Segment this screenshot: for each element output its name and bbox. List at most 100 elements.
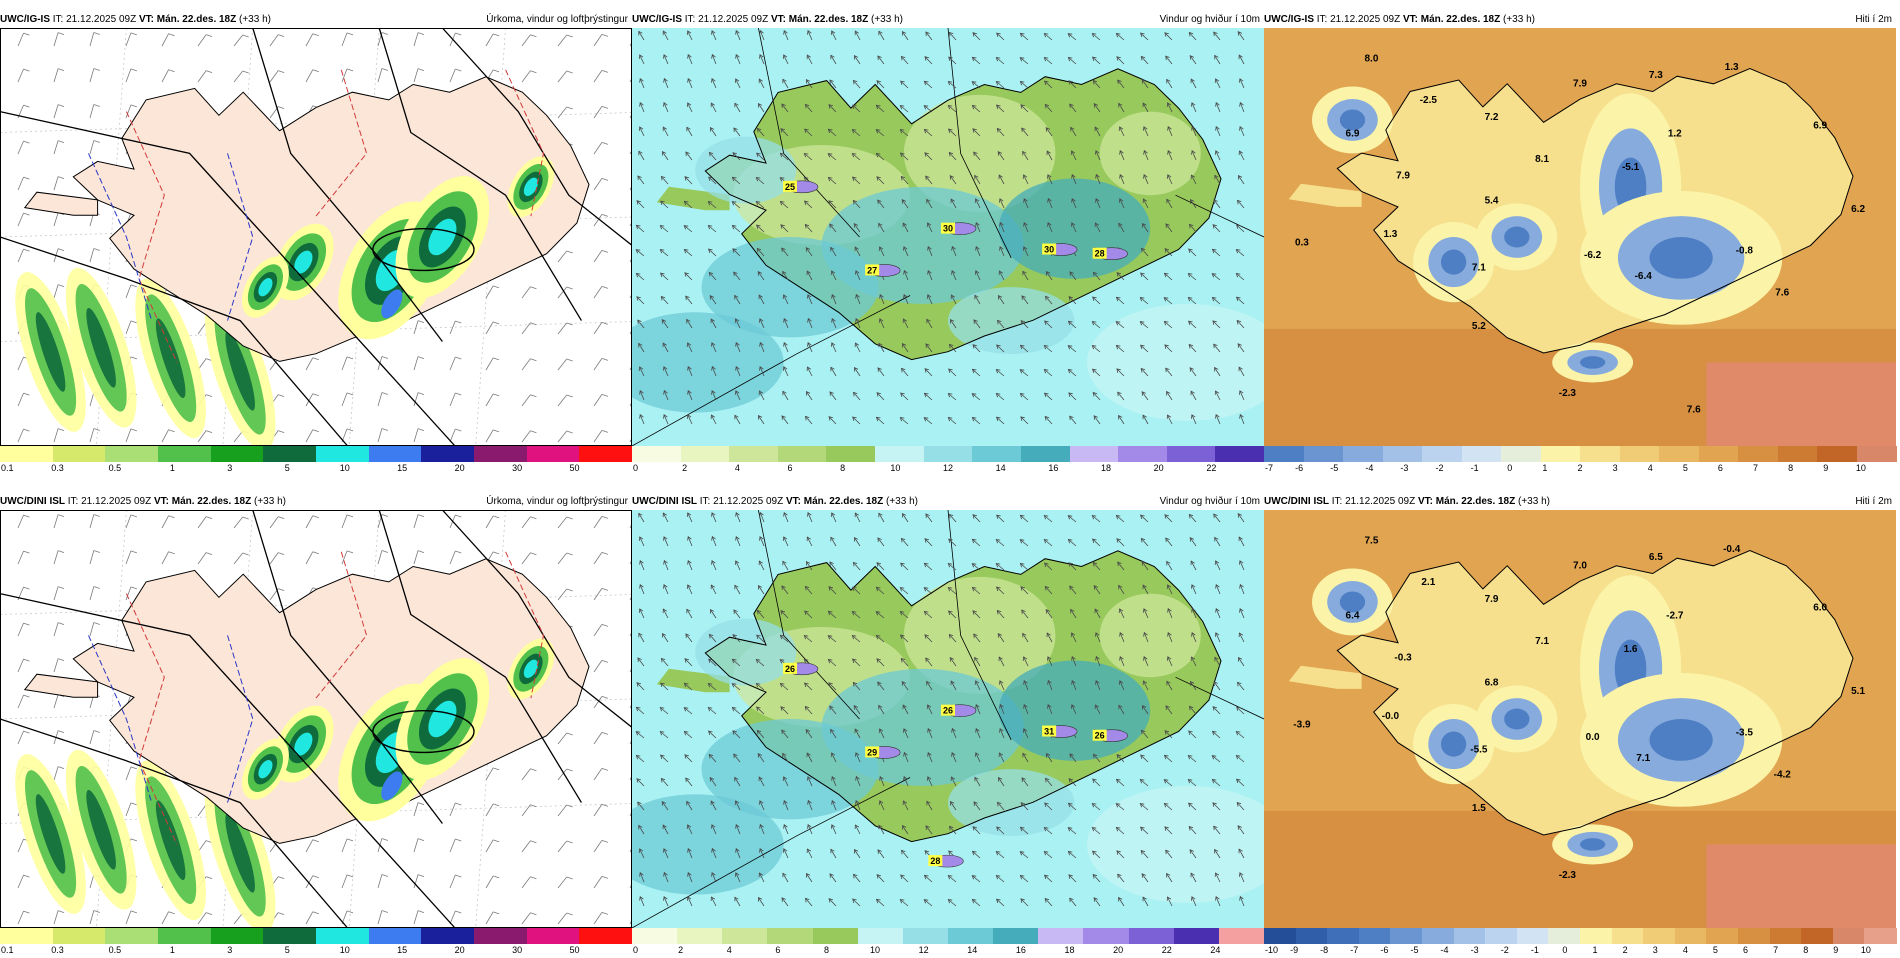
wind-arrow [638, 151, 645, 161]
wind-arrow-head [902, 704, 907, 710]
temperature-contour [227, 635, 254, 803]
wind-arrow-head [783, 341, 788, 347]
wind-arrow-head [1020, 586, 1025, 591]
color-scale-label: 10 [339, 463, 350, 473]
wind-arrow [805, 224, 813, 233]
wind-arrow [972, 344, 981, 353]
wind-arrow-head [684, 176, 690, 181]
wind-arrow [829, 561, 837, 571]
wind-arrow [687, 414, 693, 425]
wind-arrow-head [973, 319, 978, 324]
wind-barb [557, 430, 568, 443]
wind-arrow [639, 608, 645, 619]
wind-arrow-head [1143, 126, 1148, 131]
wind-speed-area [1087, 785, 1264, 903]
wind-arrow-head [1044, 897, 1050, 903]
wind-arrow-head [782, 270, 787, 276]
color-scale-label: 15 [397, 945, 408, 955]
wind-barb-flag [93, 622, 100, 625]
wind-arrow-head [805, 872, 811, 878]
wind-arrow-head [1188, 343, 1194, 349]
wind-barb [485, 33, 494, 47]
wind-arrow [830, 367, 837, 377]
wind-arrow-head [900, 562, 905, 568]
wind-arrow [684, 272, 693, 281]
wind-arrow [925, 657, 933, 667]
wind-arrow [999, 704, 1005, 715]
wind-arrow [757, 271, 765, 281]
wind-arrow-head [1237, 656, 1243, 662]
wind-arrow [1116, 779, 1125, 787]
wind-arrow [1164, 514, 1173, 523]
wind-arrow [663, 102, 669, 113]
wind-arrow [711, 872, 717, 883]
wind-barb-flag [57, 514, 65, 517]
wind-arrow [949, 657, 957, 667]
wind-arrow-head [709, 777, 715, 782]
wind-arrow-head [782, 560, 787, 566]
wind-arrow [687, 78, 693, 89]
wind-barb-flag [205, 912, 213, 915]
wind-arrow [879, 246, 885, 257]
wind-arrow [759, 54, 765, 65]
vt-label: VT: [153, 496, 169, 507]
wind-arrow-head [903, 728, 908, 733]
wind-arrow [1191, 150, 1197, 161]
wind-arrow [1092, 33, 1101, 41]
wind-barb-flag [57, 658, 65, 661]
wind-barb [485, 393, 494, 407]
wind-barb-flag [130, 320, 138, 324]
wind-arrow-head [1092, 79, 1098, 85]
wind-barb [233, 70, 244, 83]
wind-arrow [639, 584, 645, 595]
isobar [252, 510, 443, 824]
wind-arrow [709, 634, 717, 643]
wind-arrow [661, 658, 669, 667]
wind-barb-flag [312, 515, 319, 519]
wind-barb [269, 34, 279, 47]
vt-label: VT: [770, 14, 786, 25]
wind-arrow-head [1092, 873, 1098, 879]
wind-barb [593, 250, 603, 263]
wind-arrow-head [903, 751, 908, 757]
wind-barb [449, 428, 456, 443]
panel-header: UWC/IG-IS IT: 21.12.2025 09Z VT: Mán. 22… [0, 12, 632, 28]
wind-arrow-head [878, 824, 883, 830]
wind-arrow-head [1119, 173, 1124, 179]
color-scale-swatch [993, 928, 1040, 944]
wind-barb [161, 911, 169, 925]
wind-arrow-head [1188, 248, 1193, 254]
region-border [632, 295, 911, 446]
wind-arrow [971, 393, 981, 401]
wind-arrow [1166, 561, 1173, 571]
wind-arrow-head [852, 586, 857, 592]
wind-arrow-head [831, 799, 836, 805]
wind-arrow-head [759, 318, 764, 323]
precip-area [428, 700, 457, 738]
wind-arrow [636, 273, 645, 281]
color-scale-label: 5 [1712, 945, 1718, 955]
wind-arrow [1215, 608, 1221, 619]
wind-barb-flag [312, 875, 319, 879]
wind-arrow [949, 32, 957, 41]
wind-barb-flag [492, 285, 500, 289]
wind-arrow [1166, 391, 1173, 401]
wind-barb-flag [93, 586, 100, 589]
color-scale-label: 3 [227, 945, 233, 955]
wind-arrow [1020, 416, 1029, 425]
wind-arrow-head [950, 680, 955, 686]
color-scale-swatch [1453, 928, 1487, 944]
wind-arrow [1164, 755, 1173, 763]
wind-arrow [1117, 391, 1125, 401]
wind-arrow-head [758, 78, 763, 84]
wind-arrow-head [708, 248, 713, 254]
wind-arrow-head [684, 754, 689, 759]
temperature-value: 6.9 [1346, 129, 1360, 140]
wind-arrow-head [1070, 632, 1076, 637]
wind-arrow [1019, 539, 1029, 547]
color-scale-label: 16 [1048, 463, 1059, 473]
wind-barb-flag [205, 516, 213, 519]
temperature-area [1580, 356, 1606, 369]
wind-arrow [1044, 345, 1053, 353]
vt-value: Mán. 22.des. 18Z [1420, 14, 1501, 25]
